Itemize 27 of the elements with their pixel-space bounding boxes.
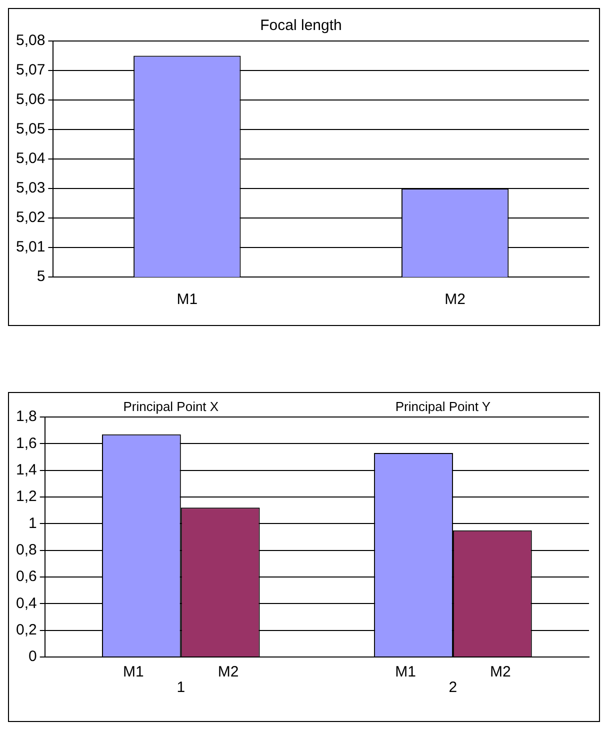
y-tick-label: 5,08 (16, 32, 46, 50)
y-tick-label: 1,6 (16, 434, 37, 452)
text: M2 (490, 664, 511, 681)
text: Principal Point X (123, 399, 219, 414)
text: M1 (395, 664, 416, 681)
y-tick-label: 5,02 (16, 209, 46, 226)
y-tick-label: 1,8 (16, 408, 37, 426)
y-tick-label: 0,2 (16, 621, 37, 638)
y-tick-label: 1 (28, 514, 37, 532)
y-tick-label: 0,6 (16, 568, 37, 586)
y-tick-label: 0 (28, 648, 37, 666)
y-tick-label: 5,06 (16, 91, 46, 108)
y-tick-label: 5,05 (16, 120, 46, 138)
y-tick-label: 5,01 (16, 238, 46, 256)
y-tick-label: 5,03 (16, 180, 46, 197)
series-label: M2 (218, 664, 239, 681)
chart-title: Focal length (260, 17, 342, 34)
y-tick-label: 1,4 (16, 461, 37, 478)
y-tick-label: 1,2 (16, 488, 37, 506)
y-tick-label: 5,07 (16, 62, 46, 79)
series-label: M1 (123, 664, 144, 681)
y-tick-label: 0,4 (16, 594, 37, 612)
y-tick-label: 5,04 (16, 150, 46, 168)
text: Principal Point Y (395, 399, 491, 414)
y-tick-label: 5 (36, 268, 46, 286)
x-tick-label: 2 (448, 679, 458, 696)
y-tick-label: 0,8 (16, 541, 37, 558)
